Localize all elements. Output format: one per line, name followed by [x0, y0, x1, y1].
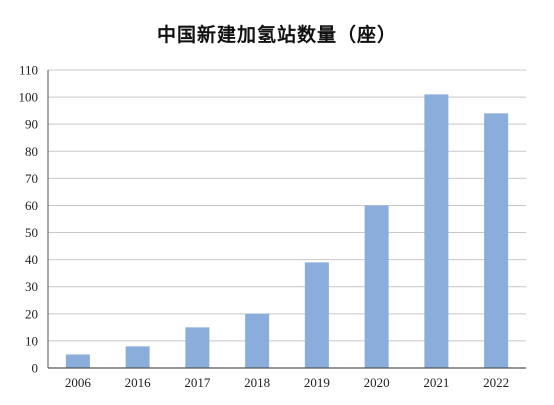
grid-lines: [48, 69, 526, 342]
y-tick-label: 80: [25, 144, 38, 159]
y-tick-label: 110: [19, 63, 38, 78]
bars: [65, 94, 509, 368]
y-tick-label: 50: [25, 225, 38, 240]
y-tick-label: 70: [25, 171, 38, 186]
y-tick-label: 20: [25, 306, 38, 321]
x-tick-label: 2022: [483, 375, 509, 390]
y-tick-label: 30: [25, 279, 38, 294]
bar: [484, 113, 509, 368]
x-tick-label: 2016: [125, 375, 152, 390]
axes: [47, 70, 526, 369]
y-tick-label: 100: [19, 90, 39, 105]
bar: [245, 313, 270, 368]
bar: [125, 346, 150, 368]
y-axis-tick-labels: 0 10 20 30 40 50 60 70 80 90 100 110: [19, 63, 39, 376]
y-tick-label: 0: [32, 361, 39, 376]
x-axis-tick-labels: 2006 2016 2017 2018 2019 2020 2021 2022: [65, 375, 509, 390]
x-tick-label: 2006: [65, 375, 92, 390]
bar: [185, 327, 210, 368]
y-tick-label: 40: [25, 252, 38, 267]
x-tick-label: 2018: [244, 375, 270, 390]
bar: [424, 94, 449, 368]
bar: [304, 262, 329, 368]
x-tick-label: 2021: [423, 375, 449, 390]
y-tick-label: 90: [25, 117, 38, 132]
x-tick-label: 2020: [364, 375, 390, 390]
x-tick-label: 2017: [184, 375, 211, 390]
bar: [65, 354, 90, 368]
bar: [364, 205, 389, 368]
chart-title: 中国新建加氢站数量（座）: [156, 24, 397, 46]
y-tick-label: 60: [25, 198, 38, 213]
y-tick-label: 10: [25, 333, 38, 348]
x-tick-label: 2019: [304, 375, 330, 390]
